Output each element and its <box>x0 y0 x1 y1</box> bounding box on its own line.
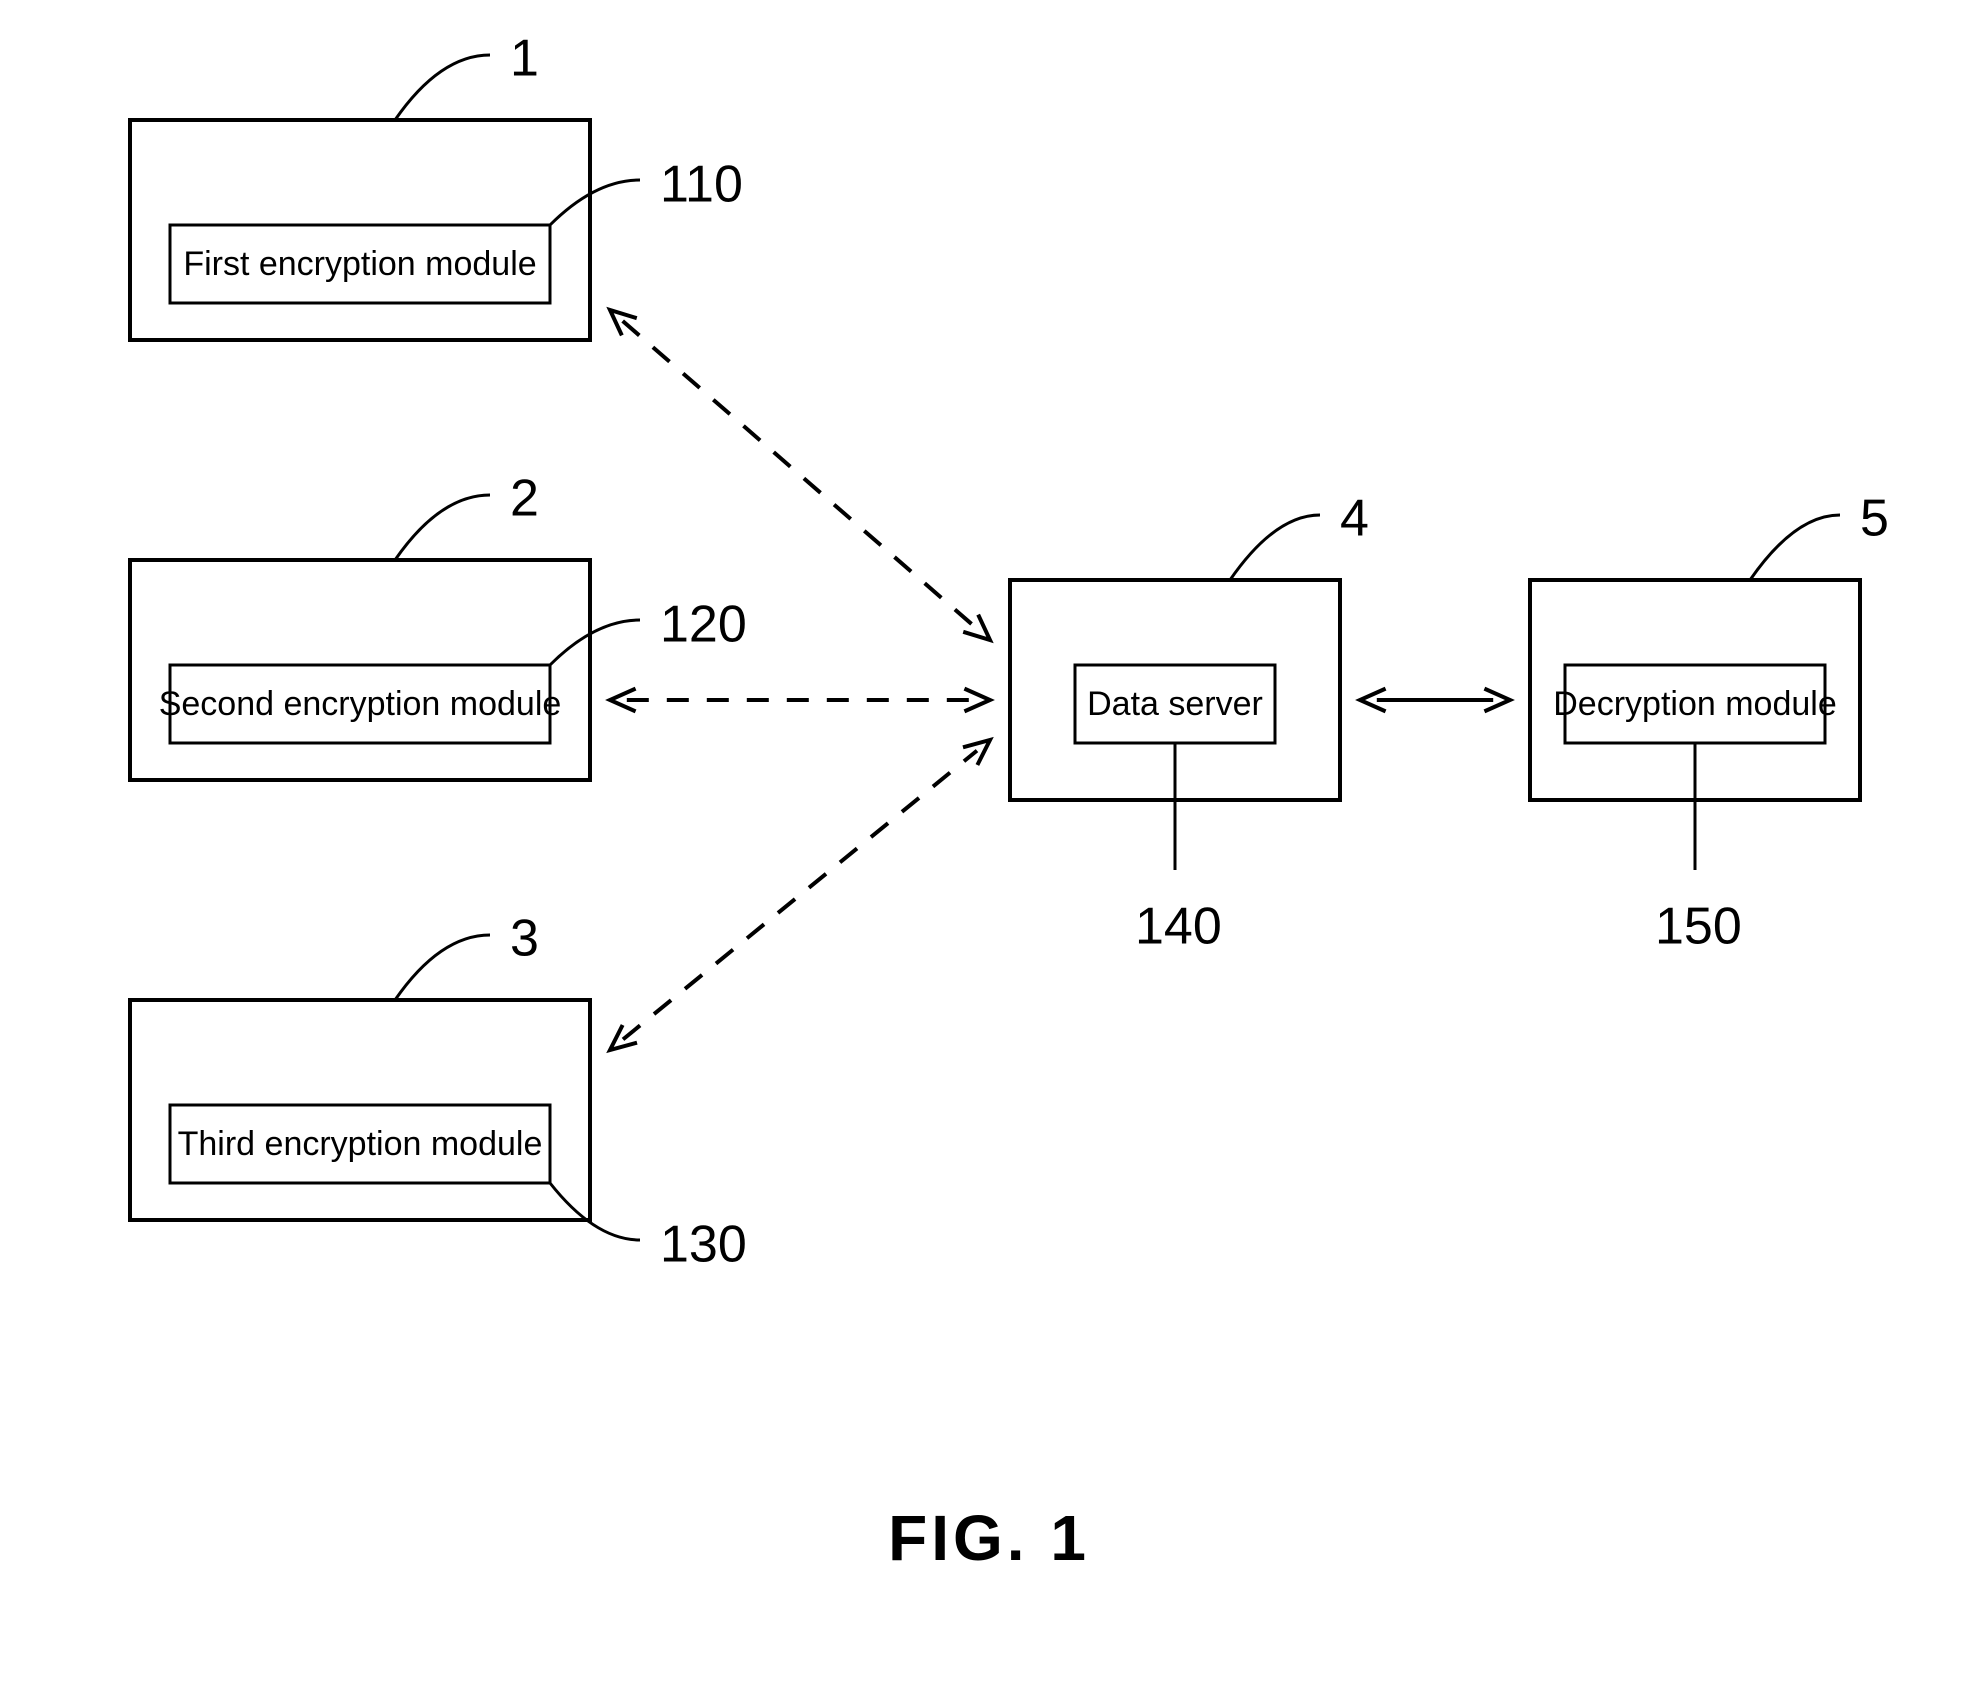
edge-n3-n4 <box>610 740 990 1050</box>
node-n1: First encryption module <box>130 120 590 340</box>
node-n1-label: First encryption module <box>183 245 536 283</box>
figure-caption: FIG. 1 <box>888 1502 1090 1574</box>
diagram-canvas: First encryption module 1 110 Second encryp… <box>0 0 1978 1694</box>
node-n2-label: Second encryption module <box>159 685 562 723</box>
node-n1-inner-ref: 110 <box>550 156 743 225</box>
node-n4-label: Data server <box>1087 685 1263 723</box>
svg-text:140: 140 <box>1135 898 1222 956</box>
svg-text:130: 130 <box>660 1216 747 1274</box>
svg-text:110: 110 <box>660 156 743 214</box>
node-n4-inner-ref: 140 <box>1135 743 1222 956</box>
node-n3-outer-box <box>130 1000 590 1220</box>
node-n3: Third encryption module <box>130 1000 590 1220</box>
edge-n2-n4 <box>610 689 990 712</box>
edge-n1-n4 <box>610 310 990 640</box>
svg-text:120: 120 <box>660 596 747 654</box>
node-n2-inner-ref: 120 <box>550 596 747 665</box>
node-n2-outer-box <box>130 560 590 780</box>
node-n5-outer-ref: 5 <box>1750 490 1889 580</box>
node-n2-outer-ref: 2 <box>395 470 539 560</box>
node-n1-outer-ref: 1 <box>395 30 539 120</box>
node-n1-outer-box <box>130 120 590 340</box>
node-n3-label: Third encryption module <box>178 1125 543 1163</box>
node-n2: Second encryption module <box>130 560 590 780</box>
svg-text:5: 5 <box>1860 490 1889 548</box>
node-n5-label: Decryption module <box>1553 685 1836 723</box>
svg-text:2: 2 <box>510 470 539 528</box>
node-n5-inner-ref: 150 <box>1655 743 1742 956</box>
svg-text:1: 1 <box>510 30 539 88</box>
node-n4-outer-ref: 4 <box>1230 490 1369 580</box>
node-n3-inner-ref: 130 <box>550 1183 747 1274</box>
node-n3-outer-ref: 3 <box>395 910 539 1000</box>
svg-text:3: 3 <box>510 910 539 968</box>
edge-n4-n5 <box>1360 689 1510 712</box>
svg-text:150: 150 <box>1655 898 1742 956</box>
svg-text:4: 4 <box>1340 490 1369 548</box>
